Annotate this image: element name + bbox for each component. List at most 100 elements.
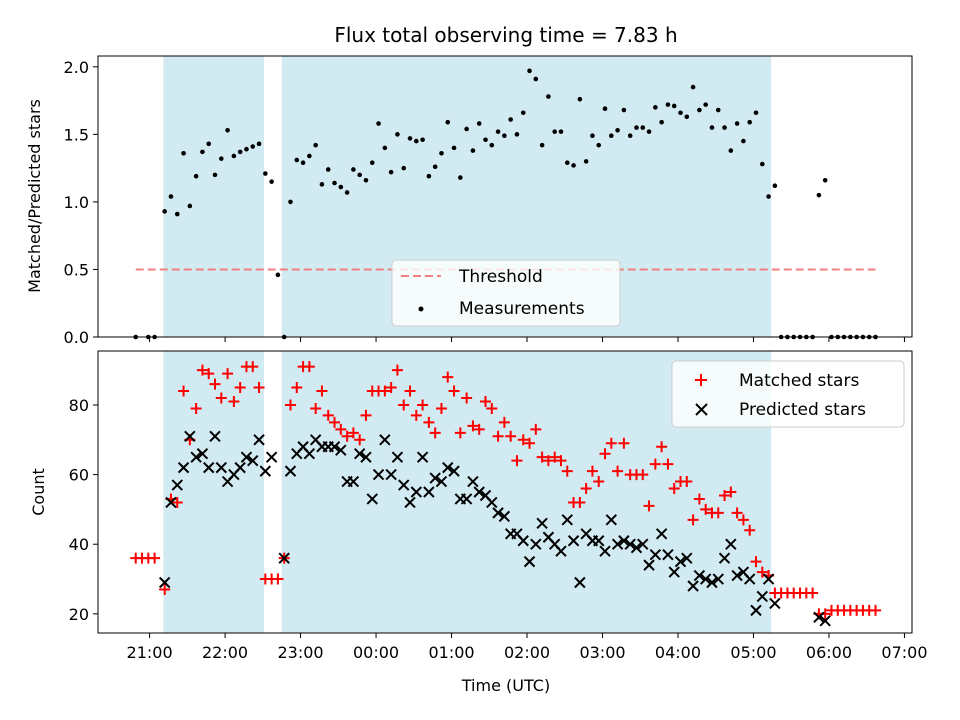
- predicted-star-point: [718, 552, 731, 564]
- xtick-label: 23:00: [278, 643, 324, 662]
- matched-star-point: [159, 583, 171, 595]
- measurement-point: [678, 110, 683, 116]
- predicted-star-point: [593, 535, 605, 547]
- measurement-point: [728, 148, 734, 153]
- measurement-point: [483, 137, 488, 143]
- measurement-point: [476, 121, 482, 126]
- xtick-label: 04:00: [655, 643, 701, 662]
- matched-star-point: [467, 420, 479, 432]
- predicted-star-point: [530, 538, 542, 550]
- matched-star-point: [215, 392, 227, 404]
- predicted-star-point: [762, 573, 775, 585]
- measurement-point: [590, 133, 595, 139]
- predicted-star-point: [643, 559, 655, 571]
- matched-star-point: [228, 395, 240, 407]
- measurement-point: [332, 180, 337, 186]
- measurement-point: [426, 173, 432, 179]
- matched-star-point: [511, 455, 523, 467]
- top-ytick-label: 2.0: [64, 58, 89, 77]
- matched-star-point: [385, 382, 397, 394]
- top-ytick-label: 0.5: [64, 260, 89, 279]
- matched-star-point: [687, 514, 699, 526]
- measurement-point: [615, 128, 620, 133]
- matched-star-point: [618, 437, 630, 449]
- measurement-point: [263, 171, 268, 176]
- measurement-point: [351, 167, 356, 172]
- xtick-label: 21:00: [127, 643, 173, 662]
- matched-star-point: [448, 385, 460, 397]
- predicted-star-point: [574, 576, 586, 589]
- predicted-star-point: [196, 447, 209, 460]
- measurement-point: [621, 107, 627, 113]
- matched-star-point: [574, 496, 586, 508]
- matched-star-point: [435, 402, 447, 414]
- measurement-point: [539, 142, 545, 148]
- top-x-ticks: [149, 337, 905, 342]
- top-ytick-label: 1.0: [64, 193, 89, 212]
- predicted-star-point: [398, 479, 410, 491]
- predicted-star-point: [247, 454, 259, 467]
- predicted-star-point: [599, 545, 611, 557]
- matched-star-point: [744, 524, 756, 536]
- measurement-point: [414, 138, 419, 144]
- legend-predicted-label: Predicted stars: [739, 400, 866, 420]
- predicted-star-point: [605, 514, 618, 526]
- matched-star-point: [492, 430, 504, 442]
- shaded-interval-1: [163, 56, 265, 337]
- measurement-point: [722, 125, 727, 130]
- measurement-point: [369, 160, 375, 166]
- matched-star-point: [612, 465, 624, 477]
- predicted-star-point: [624, 538, 636, 550]
- top-legend-box: [391, 259, 621, 327]
- matched-star-point: [662, 458, 674, 470]
- measurement-point: [759, 161, 765, 167]
- measurement-point: [244, 146, 249, 152]
- predicted-star-point: [303, 447, 316, 460]
- predicted-star-point: [203, 461, 215, 474]
- predicted-star-point: [429, 472, 441, 484]
- predicted-star-point: [347, 475, 360, 488]
- top-axes-frame: [97, 55, 913, 338]
- predicted-star-point: [448, 465, 460, 477]
- matched-star-point: [316, 385, 328, 397]
- measurement-point: [564, 160, 570, 166]
- predicted-star-point: [158, 576, 171, 589]
- top-panel: 0.00.51.01.52.0 Matched/Predicted stars …: [25, 55, 913, 347]
- legend-threshold-label: Threshold: [458, 267, 543, 287]
- predicted-star-point: [416, 451, 429, 463]
- matched-star-point: [517, 434, 529, 446]
- matched-star-point: [505, 430, 517, 442]
- measurement-point: [225, 128, 230, 133]
- matched-star-point: [379, 385, 391, 397]
- predicted-star-point: [743, 573, 756, 585]
- predicted-star-point: [259, 465, 272, 477]
- measurement-point: [395, 132, 400, 137]
- matched-star-point: [196, 364, 208, 376]
- measurement-point: [256, 141, 262, 147]
- xtick-label: 03:00: [579, 643, 625, 662]
- measurement-point: [439, 150, 444, 156]
- predicted-star-point: [498, 510, 511, 523]
- measurement-point: [514, 132, 520, 137]
- xtick-label: 07:00: [881, 643, 927, 662]
- measurement-point: [464, 126, 469, 132]
- predicted-star-point: [523, 555, 536, 568]
- measurement-point: [376, 121, 381, 126]
- measurement-point: [684, 114, 690, 120]
- measurement-point: [495, 129, 501, 134]
- xtick-label: 01:00: [428, 643, 474, 662]
- matched-star-point: [555, 455, 567, 467]
- measurement-point: [520, 110, 526, 116]
- measurement-point: [596, 142, 602, 148]
- matched-star-point: [712, 507, 724, 519]
- measurement-point: [627, 133, 633, 139]
- measurement-point: [502, 133, 507, 139]
- bottom-ytick-label: 80: [69, 396, 89, 415]
- measurement-point: [174, 211, 180, 217]
- measurement-point: [715, 107, 721, 113]
- measurement-point: [288, 199, 293, 205]
- matched-star-point: [561, 465, 573, 477]
- measurement-point: [187, 203, 193, 209]
- matched-star-point: [536, 451, 548, 463]
- predicted-star-point: [756, 590, 768, 603]
